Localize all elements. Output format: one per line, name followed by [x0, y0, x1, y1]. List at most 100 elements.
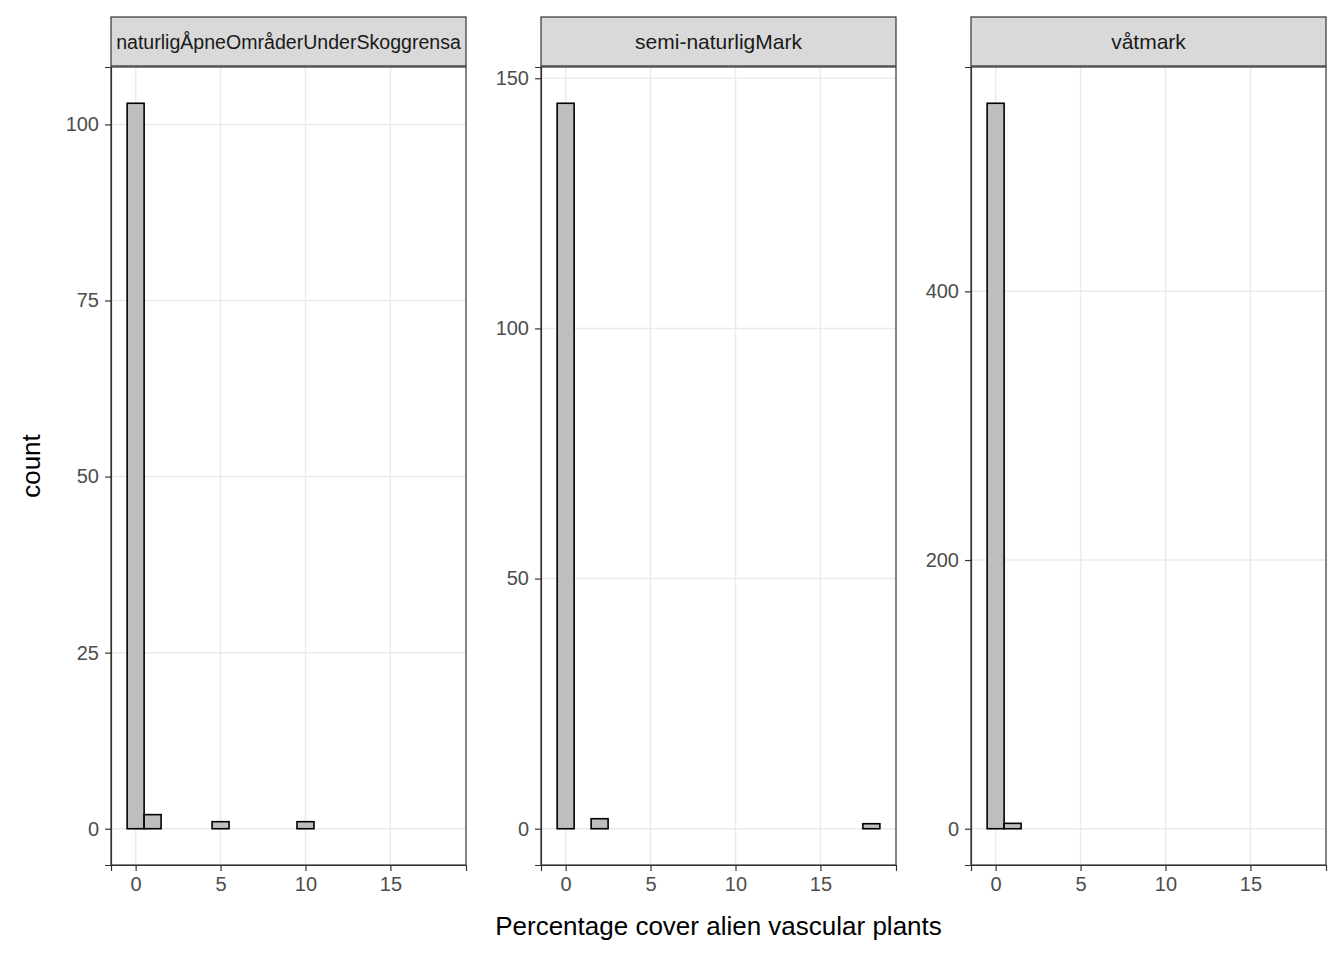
histogram-bar [863, 824, 880, 829]
histogram-bar [608, 828, 625, 830]
facet-title: naturligÅpneOmråderUnderSkoggrensa [116, 31, 461, 53]
histogram-bar [1140, 828, 1157, 830]
tick-label: 50 [77, 465, 99, 487]
grid-line-x [220, 67, 222, 865]
tick-mark [535, 78, 541, 79]
histogram-bar [1123, 828, 1140, 830]
grid-line-x [650, 67, 652, 865]
tick: 100 [496, 317, 541, 339]
panel-border [971, 67, 1326, 865]
y-axis: 0 200 400 [926, 68, 972, 866]
tick: 0 [991, 865, 1002, 895]
histogram-bar [642, 828, 659, 830]
tick-label: 100 [496, 317, 529, 339]
histogram-bar [761, 828, 778, 830]
tick-mark [535, 578, 541, 579]
histogram-bar [987, 103, 1004, 828]
histogram-bar [727, 828, 744, 830]
tick: 15 [1240, 865, 1262, 895]
tick-mark [996, 865, 997, 871]
tick-label: 0 [518, 818, 529, 840]
x-axis: 051015 [112, 865, 467, 895]
tick: 0 [948, 818, 971, 840]
grid-line-y [111, 828, 466, 830]
tick-mark [105, 653, 111, 654]
tick: 50 [507, 567, 541, 589]
histogram-bar [1225, 828, 1242, 830]
histogram-bar [1157, 828, 1174, 830]
tick: 50 [77, 465, 111, 487]
histogram-bar [314, 828, 331, 830]
histogram-bar [744, 828, 761, 830]
tick: 10 [295, 865, 317, 895]
tick: 150 [496, 67, 541, 89]
facet-title: våtmark [1111, 30, 1186, 53]
tick-mark [1250, 865, 1251, 871]
histogram-bar [574, 828, 591, 830]
tick: 75 [77, 289, 111, 311]
histogram-bar [1191, 828, 1208, 830]
tick-mark [965, 560, 971, 561]
histogram-bar [365, 828, 382, 830]
histogram-bar [195, 828, 212, 830]
grid-line-x [1165, 67, 1167, 865]
x-axis-title: Percentage cover alien vascular plants [495, 911, 942, 941]
tick-label: 400 [926, 280, 959, 302]
grid-line-x [390, 67, 392, 865]
tick-mark [535, 829, 541, 830]
grid-line-y [541, 578, 896, 580]
tick-mark [566, 865, 567, 871]
tick-label: 25 [77, 642, 99, 664]
histogram-bar [591, 819, 608, 829]
tick-label: 150 [496, 67, 529, 89]
grid-line-y [111, 476, 466, 478]
facet-strip [971, 17, 1326, 66]
tick-label: 0 [131, 873, 142, 895]
background [0, 0, 1344, 960]
histogram-bar [331, 828, 348, 830]
grid [541, 67, 896, 865]
tick-label: 50 [507, 567, 529, 589]
panel [541, 67, 896, 865]
histogram-bar [161, 828, 178, 830]
grid-line-y [111, 124, 466, 126]
tick: 400 [926, 280, 971, 302]
tick-mark [136, 865, 137, 871]
grid-line-x [305, 67, 307, 865]
histogram-bar [676, 828, 693, 830]
tick-label: 5 [645, 873, 656, 895]
axis-line [542, 866, 897, 872]
tick-label: 10 [725, 873, 747, 895]
histogram-bar [1276, 828, 1293, 830]
grid-line-x [735, 67, 737, 865]
tick: 5 [645, 865, 656, 895]
y-axis: 0 25 50 75 100 [66, 68, 112, 866]
tick-mark [305, 865, 306, 871]
tick-mark [105, 300, 111, 301]
tick-label: 15 [1240, 873, 1262, 895]
tick-label: 0 [88, 818, 99, 840]
grid [111, 67, 466, 865]
tick-label: 100 [66, 113, 99, 135]
tick: 15 [810, 865, 832, 895]
histogram-bar [1021, 828, 1038, 830]
bars [557, 103, 880, 828]
panel-background [111, 67, 466, 865]
histogram-bar [778, 828, 795, 830]
y-axis: 0 50 100 150 [496, 67, 542, 865]
grid-line-y [541, 328, 896, 330]
tick-mark [650, 865, 651, 871]
tick: 0 [561, 865, 572, 895]
histogram-bar [263, 828, 280, 830]
bars [987, 103, 1021, 828]
histogram-bar [659, 828, 676, 830]
histogram-bar [1089, 828, 1106, 830]
axis-line [965, 68, 972, 866]
histogram-bar [212, 822, 229, 829]
tick: 200 [926, 549, 971, 571]
histogram-bar [127, 103, 144, 828]
tick: 0 [518, 818, 541, 840]
tick-label: 5 [1075, 873, 1086, 895]
histogram-bar [846, 828, 863, 830]
tick-label: 5 [215, 873, 226, 895]
